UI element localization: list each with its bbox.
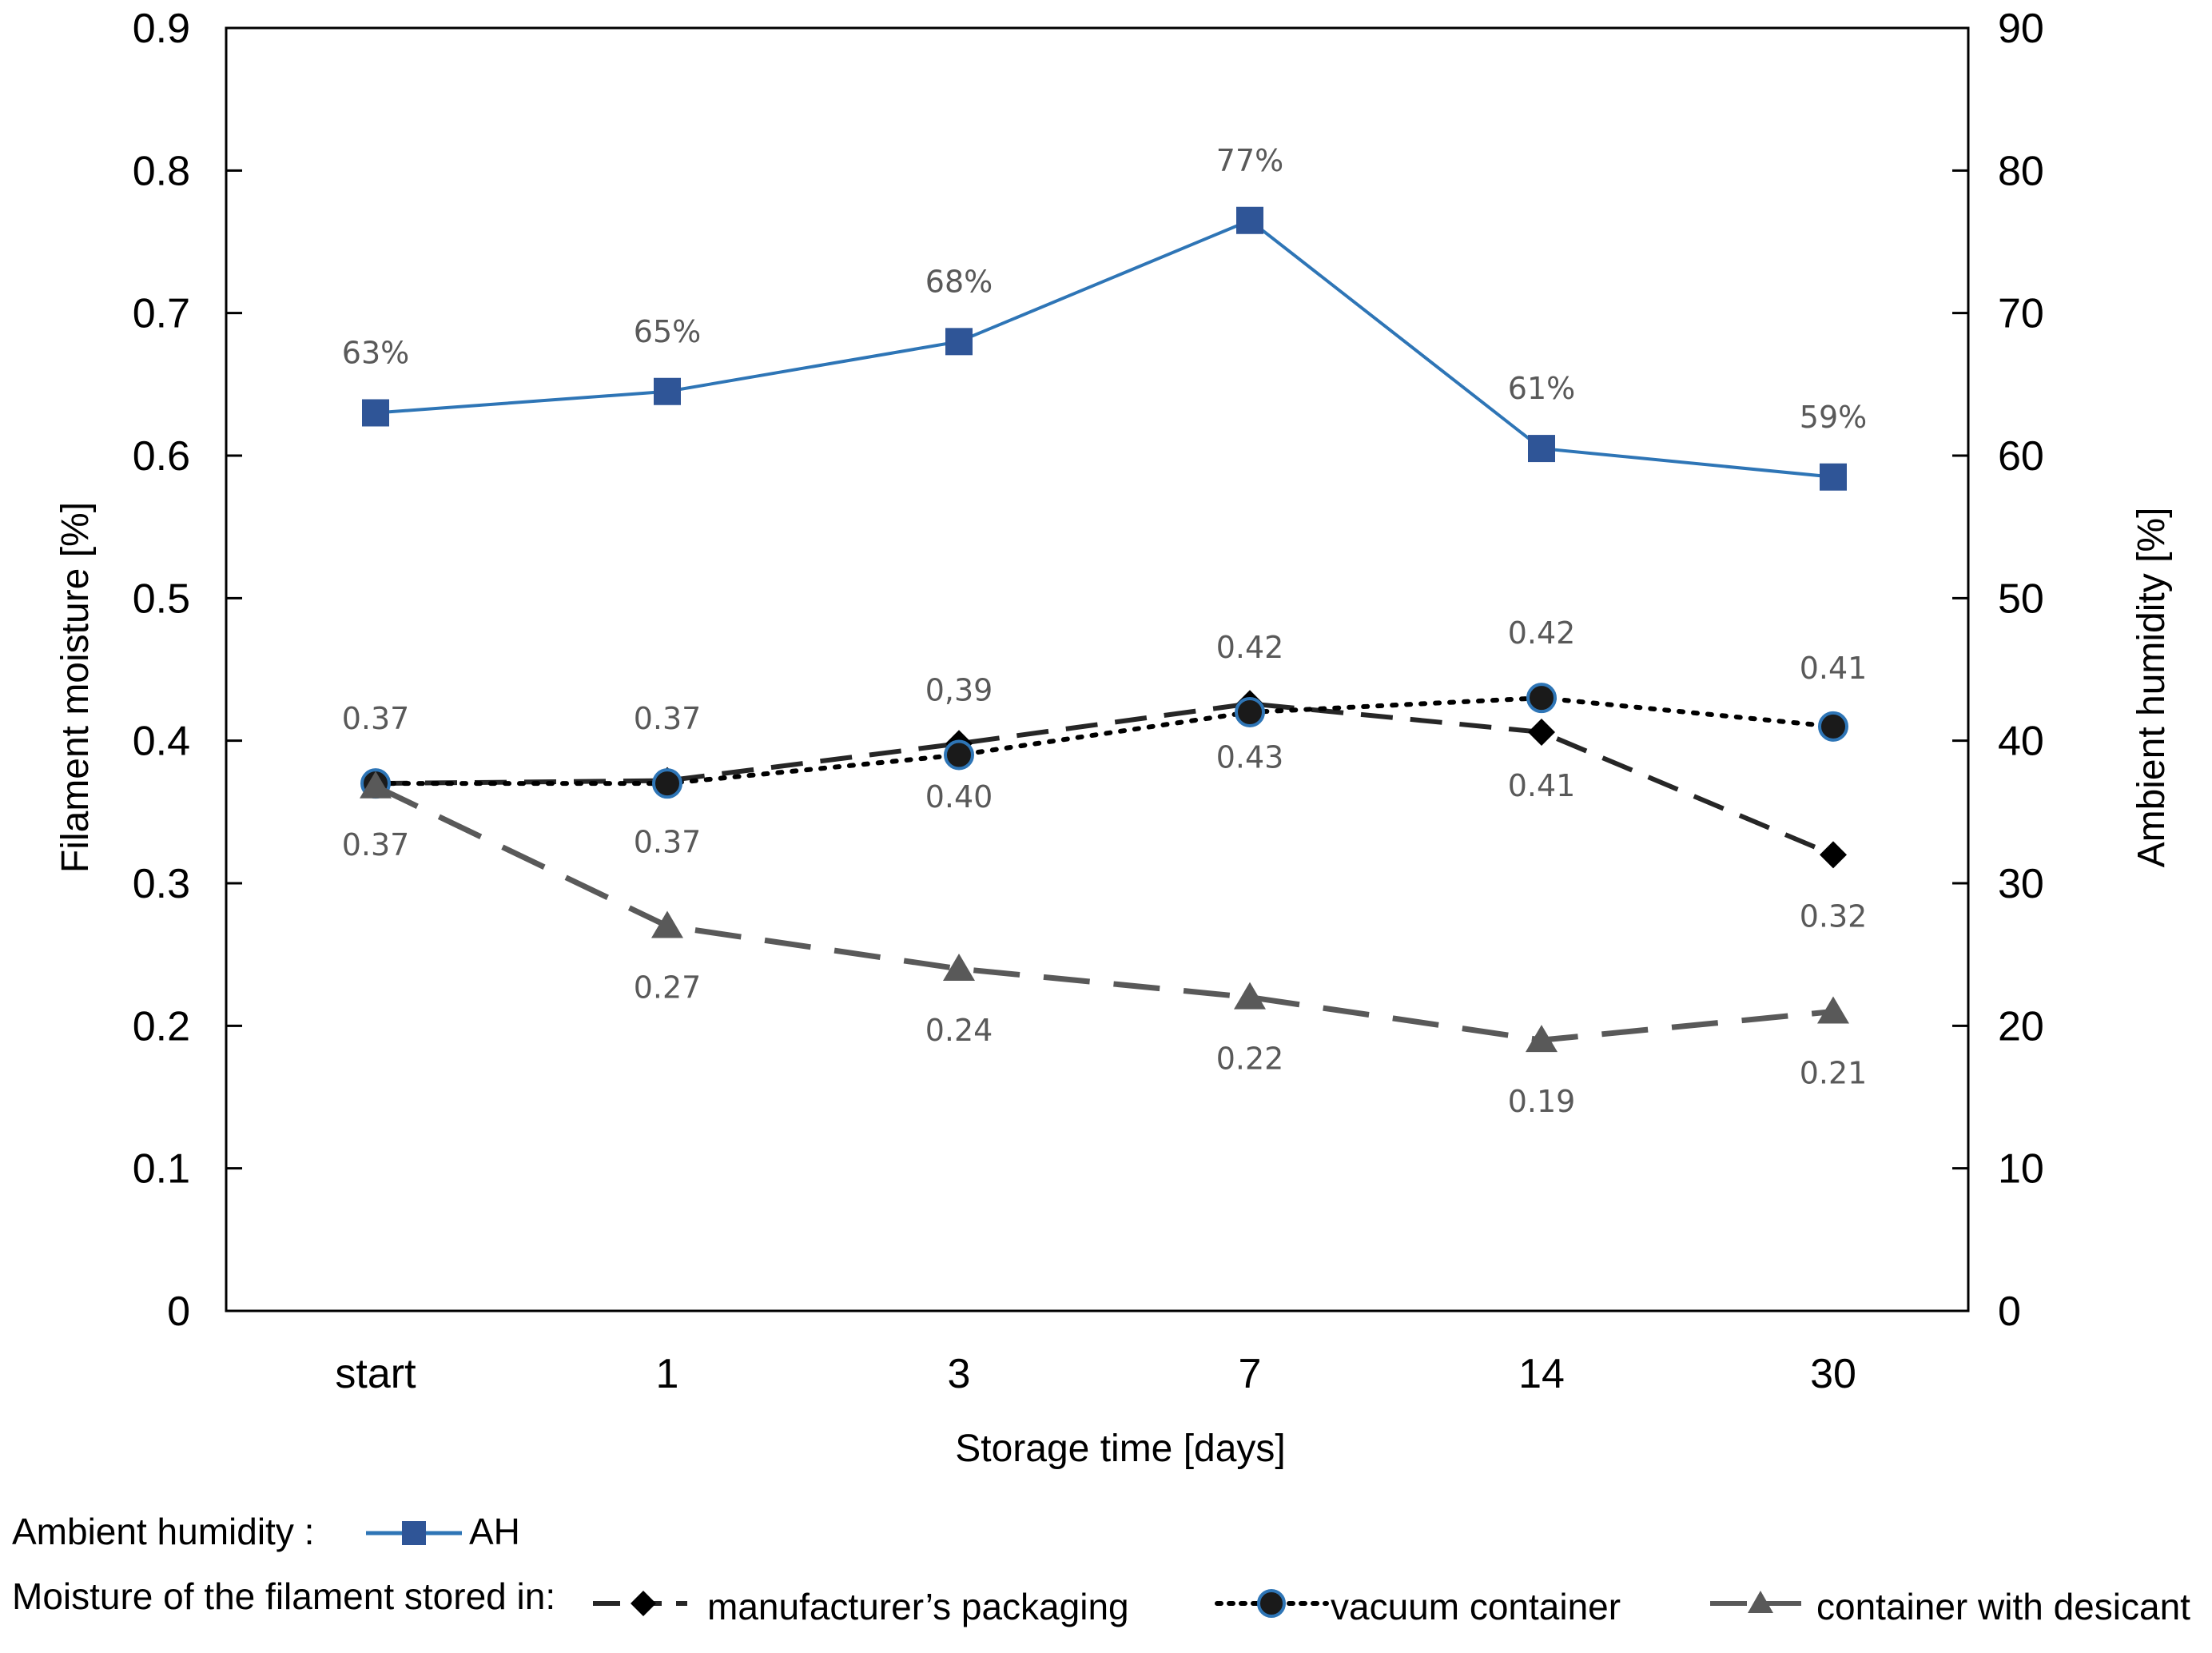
data-label: 0.19: [1508, 1084, 1576, 1119]
data-point-circle: [1235, 697, 1265, 727]
x-tick-label: 3: [948, 1351, 971, 1397]
x-tick-label: 1: [656, 1351, 679, 1397]
legend-ah-marker: [402, 1521, 426, 1545]
data-label: 68%: [925, 264, 993, 299]
right-tick-label: 30: [1998, 861, 2044, 907]
left-tick-label: 0.8: [133, 148, 190, 194]
x-axis-title: Storage time [days]: [955, 1428, 1286, 1470]
right-tick-label: 50: [1998, 576, 2044, 622]
data-label: 0.42: [1508, 615, 1576, 651]
left-axis-title: Filament moisture [%]: [54, 502, 97, 873]
legend-ah-label: AH: [469, 1511, 520, 1552]
data-label: 0.41: [1800, 651, 1868, 686]
right-tick-label: 80: [1998, 148, 2044, 194]
data-label: 0.37: [342, 701, 410, 736]
data-point-circle: [1526, 683, 1557, 714]
x-tick-label: 14: [1518, 1351, 1565, 1397]
data-point-triangle: [651, 910, 683, 938]
data-point-triangle: [1817, 996, 1849, 1024]
right-axis-title: Ambient humidity [%]: [2130, 508, 2173, 868]
series-layer: [360, 206, 1849, 1053]
right-tick-label: 90: [1998, 6, 2044, 52]
right-tick-label: 10: [1998, 1146, 2044, 1193]
x-tick-label: start: [335, 1351, 416, 1397]
left-tick-label: 0.9: [133, 6, 190, 52]
series-line: [375, 701, 1835, 858]
right-tick-label: 40: [1998, 719, 2044, 765]
series-manufacturer-s-packaging: [362, 690, 1847, 869]
left-tick-label: 0.6: [133, 433, 190, 480]
data-point-circle: [944, 739, 974, 771]
right-tick-label: 70: [1998, 291, 2044, 337]
data-point-square: [1820, 463, 1847, 491]
left-axis-ticks: 0 0.1 0.2 0.3 0.4 0.5 0.6 0.7 0.8 0.9: [133, 6, 242, 1335]
data-point-triangle: [1526, 1025, 1558, 1053]
left-tick-label: 0.1: [133, 1146, 190, 1193]
plot-area: [225, 26, 1970, 1312]
left-tick-label: 0.5: [133, 576, 190, 622]
data-point-diamond: [1820, 841, 1847, 869]
data-label: 0.41: [1508, 768, 1576, 803]
data-point-diamond: [1528, 718, 1555, 746]
left-tick-label: 0: [167, 1289, 190, 1335]
legend: Ambient humidity : AH Moisture of the fi…: [12, 1511, 2190, 1627]
data-label: 0.37: [634, 701, 702, 736]
series-ah: [362, 206, 1847, 491]
series-line: [374, 783, 1834, 1043]
data-point-square: [654, 377, 681, 405]
data-label: 63%: [342, 336, 409, 371]
data-point-circle: [1818, 711, 1848, 742]
right-tick-label: 20: [1998, 1003, 2044, 1050]
data-label: 0.43: [1216, 739, 1284, 775]
legend-desicant-label: container with desicant: [1816, 1586, 2190, 1627]
legend-manufacturer-label: manufacturer’s packaging: [707, 1586, 1129, 1627]
data-point-circle: [652, 768, 682, 799]
right-axis-ticks: 0 10 20 30 40 50 60 70 80 90: [1952, 6, 2044, 1335]
data-point-triangle: [943, 954, 975, 981]
data-label: 65%: [634, 314, 701, 349]
data-point-square: [362, 399, 389, 427]
data-point-triangle: [360, 771, 392, 799]
series-line: [373, 695, 1836, 787]
left-tick-label: 0.2: [133, 1003, 190, 1050]
data-label: 61%: [1508, 371, 1575, 406]
x-tick-label: 7: [1239, 1351, 1262, 1397]
left-tick-label: 0.3: [133, 861, 190, 907]
data-point-triangle: [1234, 982, 1266, 1010]
legend-row2-prefix: Moisture of the filament stored in:: [12, 1575, 555, 1617]
data-label: 0.24: [925, 1013, 993, 1048]
legend-vacuum-label: vacuum container: [1331, 1586, 1621, 1627]
data-point-square: [1236, 206, 1263, 234]
data-label: 0,39: [925, 673, 993, 708]
left-tick-label: 0.7: [133, 291, 190, 337]
data-label: 77%: [1216, 143, 1283, 178]
series-container-with-desicant: [360, 771, 1849, 1053]
data-label: 0.27: [634, 970, 702, 1006]
data-label-layer: 63% 65% 68% 77% 61% 59% 0.37 0.37 0.40 0.43 0.41 0.…: [342, 143, 1868, 1119]
data-label: 0.22: [1216, 1042, 1284, 1077]
legend-manufacturer-marker: [631, 1591, 656, 1616]
data-label: 0.21: [1800, 1056, 1868, 1091]
data-label: 59%: [1800, 400, 1867, 435]
data-label: 0.40: [925, 779, 993, 815]
right-tick-label: 0: [1998, 1289, 2021, 1335]
x-tick-label: 30: [1810, 1351, 1856, 1397]
data-label: 0.32: [1800, 898, 1868, 934]
right-tick-label: 60: [1998, 433, 2044, 480]
data-point-square: [1528, 435, 1555, 463]
left-tick-label: 0.4: [133, 719, 190, 765]
series-line: [375, 218, 1834, 479]
data-point-square: [945, 328, 973, 356]
data-label: 0.37: [342, 827, 410, 862]
legend-desicant-marker: [1748, 1591, 1773, 1613]
x-axis-ticks: start 1 3 7 14 30: [335, 1351, 1856, 1397]
data-label: 0.42: [1216, 630, 1284, 665]
data-label: 0.37: [634, 825, 702, 860]
legend-vacuum-marker: [1257, 1589, 1286, 1618]
legend-row1-prefix: Ambient humidity :: [12, 1511, 314, 1552]
